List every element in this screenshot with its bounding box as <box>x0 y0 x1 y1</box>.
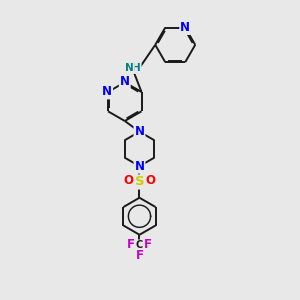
Text: S: S <box>135 176 144 188</box>
Text: O: O <box>124 174 134 187</box>
Text: N: N <box>134 125 145 138</box>
Text: N: N <box>134 160 145 173</box>
Text: N: N <box>125 63 134 73</box>
Text: F: F <box>144 238 152 251</box>
Text: N: N <box>120 75 130 88</box>
Text: H: H <box>132 63 141 73</box>
Text: N: N <box>180 21 190 34</box>
Text: O: O <box>146 174 155 187</box>
Text: F: F <box>136 249 143 262</box>
Text: C: C <box>136 240 143 250</box>
Text: F: F <box>127 238 135 251</box>
Text: N: N <box>102 85 112 98</box>
